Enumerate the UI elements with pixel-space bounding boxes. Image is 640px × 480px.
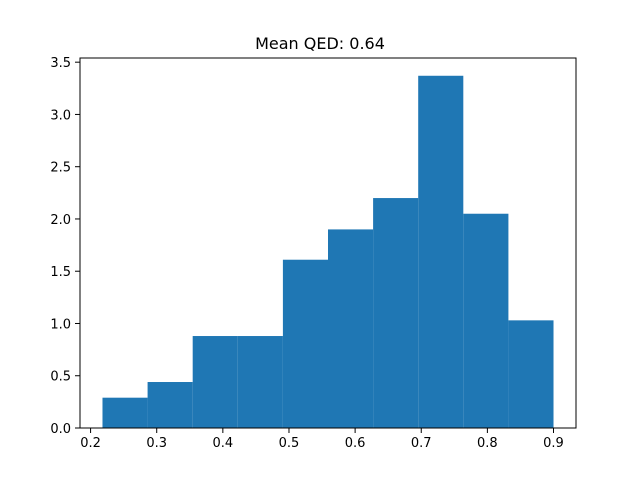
x-tick-label: 0.6 <box>345 436 366 451</box>
x-tick-label: 0.8 <box>477 436 498 451</box>
histogram-bar <box>102 397 148 428</box>
x-tick-label: 0.9 <box>543 436 564 451</box>
x-tick-label: 0.4 <box>213 436 234 451</box>
y-axis: 0.0 0.5 1.0 1.5 2.0 2.5 3.0 3.5 <box>50 56 80 437</box>
y-tick-label: 3.5 <box>50 56 71 71</box>
histogram-bars <box>102 75 554 428</box>
x-tick-label: 0.2 <box>80 436 101 451</box>
chart-title: Mean QED: 0.64 <box>255 34 385 53</box>
y-tick-label: 3.0 <box>50 108 71 123</box>
x-tick-label: 0.3 <box>146 436 167 451</box>
x-tick-label: 0.7 <box>411 436 432 451</box>
histogram-bar <box>147 382 193 428</box>
y-tick-label: 2.5 <box>50 161 71 176</box>
histogram-bar <box>463 213 509 428</box>
histogram-bar <box>418 75 464 428</box>
y-tick-label: 0.0 <box>50 422 71 437</box>
histogram-bar <box>237 336 283 428</box>
histogram-bar <box>328 229 374 428</box>
histogram-bar <box>192 336 238 428</box>
x-axis: 0.2 0.3 0.4 0.5 0.6 0.7 0.8 0.9 <box>80 428 564 451</box>
y-tick-label: 1.0 <box>50 317 71 332</box>
y-tick-label: 0.5 <box>50 370 71 385</box>
plot-frame <box>79 57 577 429</box>
histogram-bar <box>508 320 554 428</box>
histogram-bar <box>282 259 328 428</box>
x-tick-label: 0.5 <box>279 436 300 451</box>
histogram-bar <box>373 198 419 428</box>
y-tick-label: 1.5 <box>50 265 71 280</box>
y-tick-label: 2.0 <box>50 213 71 228</box>
